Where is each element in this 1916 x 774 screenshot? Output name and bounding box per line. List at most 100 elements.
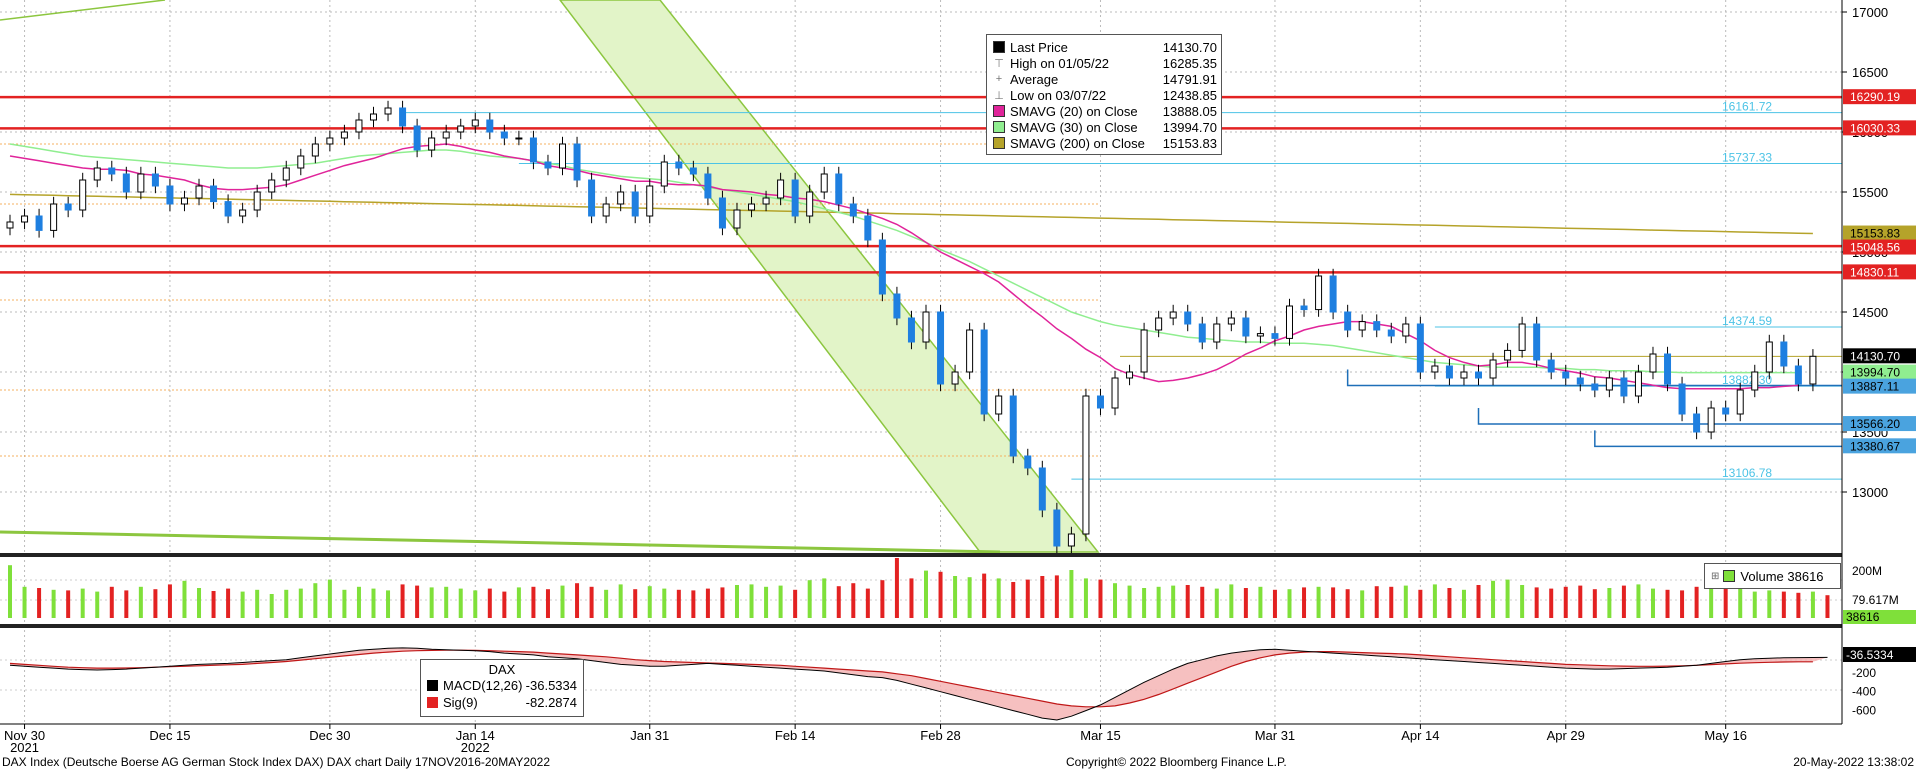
volume-bar [255,589,260,618]
macd-last-tag-label: -36.5334 [1846,648,1894,662]
volume-bar [1767,590,1772,618]
candle [733,209,741,229]
panel-separator [0,624,1842,628]
x-tick-label: Dec 15 [149,728,190,743]
macd-value: -36.5334 [525,678,577,693]
candle [1111,377,1119,409]
volume-bar [851,583,856,618]
candle [1649,353,1657,373]
sma200-line [9,193,1813,235]
fib-label: 14374.59 [1722,314,1772,328]
candle [151,173,159,187]
candle [1591,383,1599,391]
volume-bar [1636,584,1641,618]
candle [108,167,116,175]
candle [1634,371,1642,397]
volume-bar [1563,586,1568,618]
moving-averages-layer [9,143,1813,390]
volume-bar [531,586,536,618]
volume-bar [95,591,100,618]
candle [384,107,392,115]
fib-label: 15737.33 [1722,151,1772,165]
high-marker-icon: ⊤ [994,57,1004,70]
legend-toggle-icon[interactable]: ⊞ [1711,570,1720,582]
candle [1315,275,1323,311]
volume-bar [1461,589,1466,618]
candle [1344,311,1352,331]
volume-bar [1738,588,1743,618]
price-tag-label: 14830.11 [1850,265,1899,279]
volume-bar [327,579,332,618]
footer-timestamp: 20-May-2022 13:38:02 [1793,755,1914,769]
candle [471,119,479,127]
volume-bar [1505,579,1510,618]
volume-bar [1418,589,1423,618]
volume-bar [1025,579,1030,618]
volume-bar [386,590,391,618]
candle [1445,365,1453,379]
volume-bar [444,586,449,618]
volume-bar [1200,586,1205,618]
price-tag-label: 16290.19 [1850,90,1900,104]
candle [820,173,828,193]
candle [1765,341,1773,373]
candle [966,329,974,373]
candle [210,185,218,203]
sig-legend-row: Sig(9) -82.2874 [427,694,577,711]
volume-bar [1331,587,1336,618]
trend-channel-layer [0,0,1100,554]
candle [413,125,421,151]
footer-description: DAX Index (Deutsche Boerse AG German Sto… [2,755,551,769]
candle [937,311,945,385]
volume-bar [1578,585,1583,618]
x-tick-label: Apr 29 [1547,728,1585,743]
volume-bar [749,584,754,618]
price-tag-label: 13380.67 [1850,439,1900,453]
candle [224,201,232,217]
x-tick-label: Jan 31 [630,728,669,743]
candle [1300,305,1308,311]
candle [704,173,712,199]
candle [1140,329,1148,373]
price-tag [1843,239,1916,255]
volume-bar [1054,575,1059,618]
volume-bar [1011,582,1016,618]
volume-bar [502,591,507,618]
volume-bar [865,588,870,618]
volume-bar [415,585,420,618]
volume-bar [356,586,361,618]
x-tick-year-label: 2022 [461,740,490,755]
legend-swatch [993,105,1005,117]
y-tick-label: 13000 [1852,485,1888,500]
volume-bar [1214,588,1219,618]
y-tick-label: 16500 [1852,65,1888,80]
candle [631,191,639,217]
legend-value: 12438.85 [1162,87,1217,103]
volume-bar [371,588,376,618]
candle [79,179,87,211]
candle [515,137,523,140]
volume-bar [1694,586,1699,618]
x-tick-label: Feb 14 [775,728,815,743]
candle [1184,311,1192,325]
volume-bar [982,573,987,618]
candle [1809,355,1817,385]
volume-bar [793,589,798,618]
candle [559,143,567,169]
volume-bar [1650,588,1655,618]
candle [355,119,363,133]
volume-bar [1825,595,1830,618]
volume-bar [240,591,245,618]
price-tag [1843,264,1916,280]
volume-bar [298,588,303,618]
volume-bar [589,586,594,618]
volume-bar [560,585,565,618]
volume-bar [604,589,609,618]
price-tag-label: 16030.33 [1850,121,1900,135]
price-tag-label: 15048.56 [1850,241,1900,255]
candle [675,161,683,169]
candle [122,173,130,193]
volume-bar [1403,585,1408,618]
legend-value: 14130.70 [1162,39,1217,55]
